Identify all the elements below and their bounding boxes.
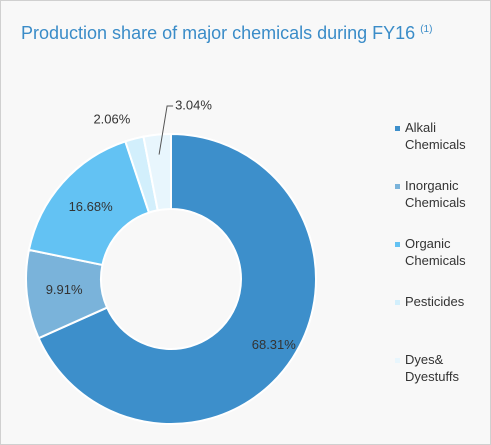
legend: Alkali Chemicals Inorganic Chemicals Organ…	[393, 119, 488, 409]
chart-title: Production share of major chemicals duri…	[21, 23, 432, 44]
legend-swatch	[395, 358, 400, 363]
legend-item: Organic Chemicals	[393, 235, 488, 293]
legend-swatch	[395, 300, 400, 305]
donut-slice	[142, 132, 172, 212]
legend-swatch	[395, 184, 400, 189]
legend-label: Pesticides	[405, 294, 465, 309]
legend-item: Pesticides	[393, 293, 488, 351]
legend-swatch	[395, 126, 400, 131]
legend-label: Inorganic Chemicals	[405, 178, 466, 210]
legend-item: Dyes& Dyestuffs	[393, 351, 488, 409]
data-label: 9.91%	[46, 282, 83, 297]
data-label: 2.06%	[93, 111, 130, 126]
leader-line	[158, 105, 174, 155]
legend-label: Alkali Chemicals	[405, 120, 466, 152]
title-text: Production share of major chemicals duri…	[21, 23, 416, 43]
donut-slice	[27, 140, 151, 267]
data-label: 3.04%	[175, 97, 212, 112]
legend-label: Dyes& Dyestuffs	[405, 352, 459, 384]
legend-swatch	[395, 242, 400, 247]
legend-item: Alkali Chemicals	[393, 119, 488, 177]
data-label: 16.68%	[69, 199, 114, 214]
donut-slice	[37, 132, 317, 425]
legend-label: Organic Chemicals	[405, 236, 466, 268]
legend-item: Inorganic Chemicals	[393, 177, 488, 235]
data-label: 68.31%	[252, 337, 297, 352]
title-note: (1)	[420, 24, 433, 35]
